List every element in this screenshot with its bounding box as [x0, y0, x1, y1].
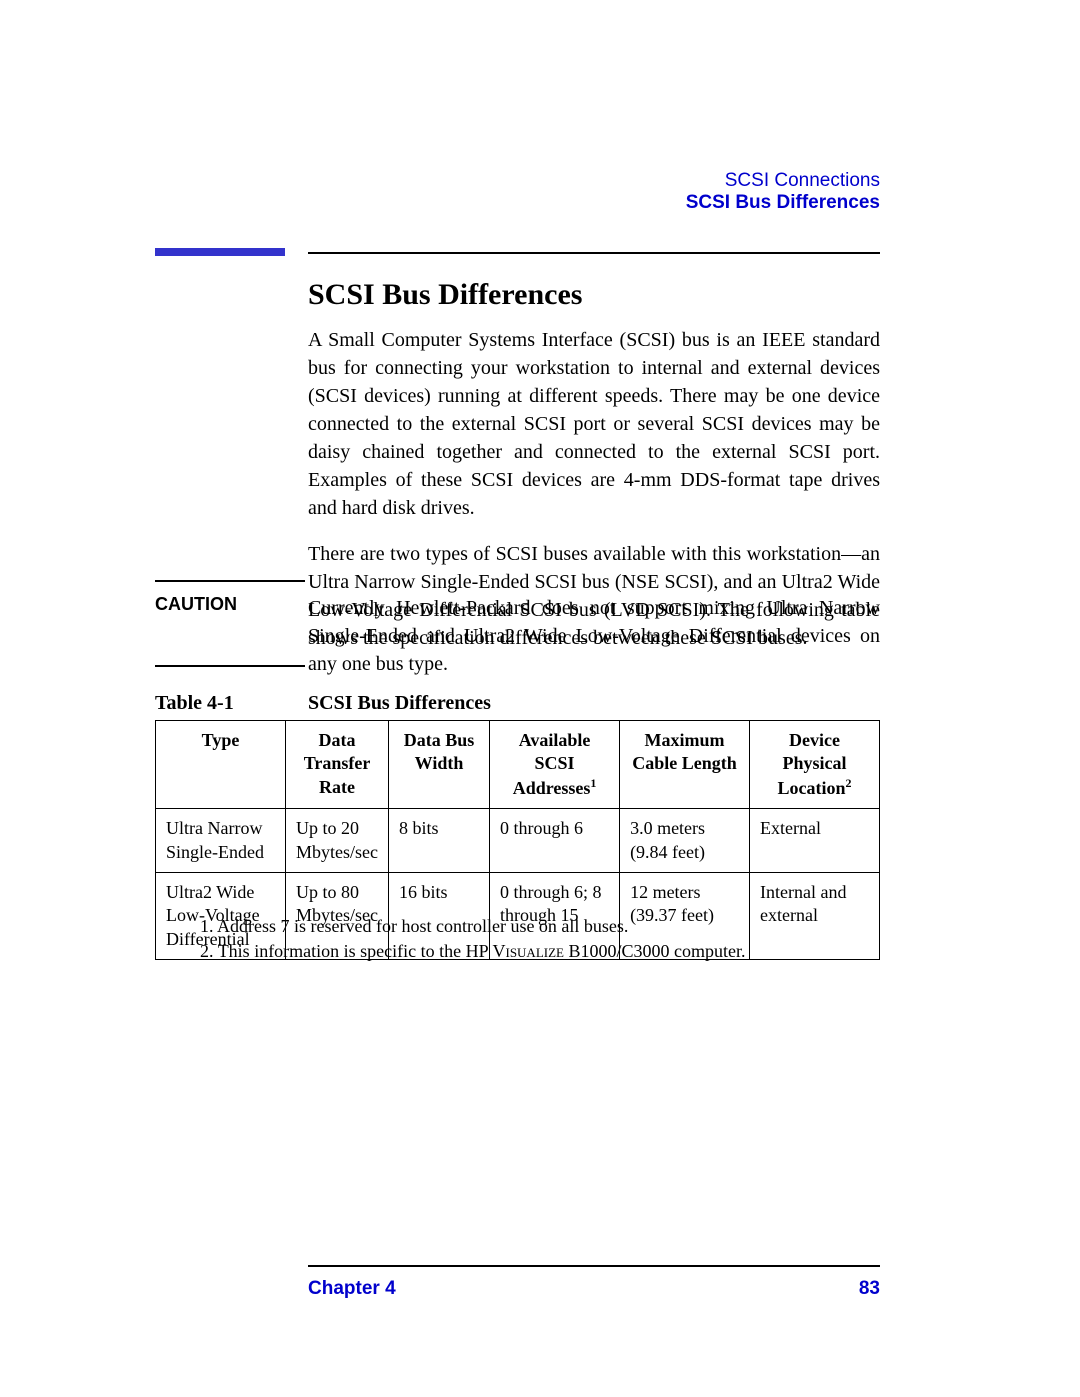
table-cell: Ultra Narrow Single-Ended	[156, 809, 286, 873]
footnote-2-suffix: B1000/C3000 computer.	[564, 941, 746, 961]
page: SCSI Connections SCSI Bus Differences SC…	[0, 0, 1080, 1397]
table-column-header: Device Physical Location2	[750, 721, 880, 809]
table-cell: External	[750, 809, 880, 873]
table-title: SCSI Bus Differences	[308, 692, 491, 715]
footnote-1: 1. Address 7 is reserved for host contro…	[200, 914, 880, 939]
header-subsection: SCSI Bus Differences	[686, 192, 880, 214]
caution-label: CAUTION	[155, 594, 237, 615]
table-number: Table 4-1	[155, 692, 234, 715]
footer-chapter: Chapter 4	[308, 1278, 396, 1300]
footnote-1-num: 1.	[200, 916, 217, 936]
caution-rule-bottom	[155, 665, 305, 667]
table-column-header: Data Transfer Rate	[286, 721, 389, 809]
table-head: TypeData Transfer RateData Bus WidthAvai…	[156, 721, 880, 809]
table-row: Ultra Narrow Single-EndedUp to 20 Mbytes…	[156, 809, 880, 873]
footnote-2-smallcaps: Visualize	[492, 941, 564, 961]
footnote-2: 2. This information is specific to the H…	[200, 939, 880, 964]
table-cell: 3.0 meters (9.84 feet)	[620, 809, 750, 873]
footnote-2-prefix: This information is specific to the HP	[218, 941, 493, 961]
running-header: SCSI Connections SCSI Bus Differences	[686, 170, 880, 214]
caution-rule-top	[155, 580, 305, 582]
caution-text: Currently Hewlett-Packard does not suppo…	[308, 594, 880, 678]
table-cell: 0 through 6	[490, 809, 620, 873]
intro-paragraph-1: A Small Computer Systems Interface (SCSI…	[308, 326, 880, 522]
header-section: SCSI Connections	[686, 170, 880, 192]
heading-rule	[308, 252, 880, 254]
page-title: SCSI Bus Differences	[308, 278, 880, 312]
footer-rule	[308, 1265, 880, 1267]
table-footnotes: 1. Address 7 is reserved for host contro…	[200, 914, 880, 964]
footnote-2-num: 2.	[200, 941, 218, 961]
footnote-1-text: Address 7 is reserved for host controlle…	[217, 916, 628, 936]
table-column-header: Type	[156, 721, 286, 809]
table-cell: Up to 20 Mbytes/sec	[286, 809, 389, 873]
accent-bar	[155, 248, 285, 256]
table-column-header: Data Bus Width	[389, 721, 490, 809]
table-cell: 8 bits	[389, 809, 490, 873]
table-column-header: Maximum Cable Length	[620, 721, 750, 809]
table-column-header: Available SCSI Addresses1	[490, 721, 620, 809]
footer-page-number: 83	[859, 1278, 880, 1300]
table-header-row: TypeData Transfer RateData Bus WidthAvai…	[156, 721, 880, 809]
